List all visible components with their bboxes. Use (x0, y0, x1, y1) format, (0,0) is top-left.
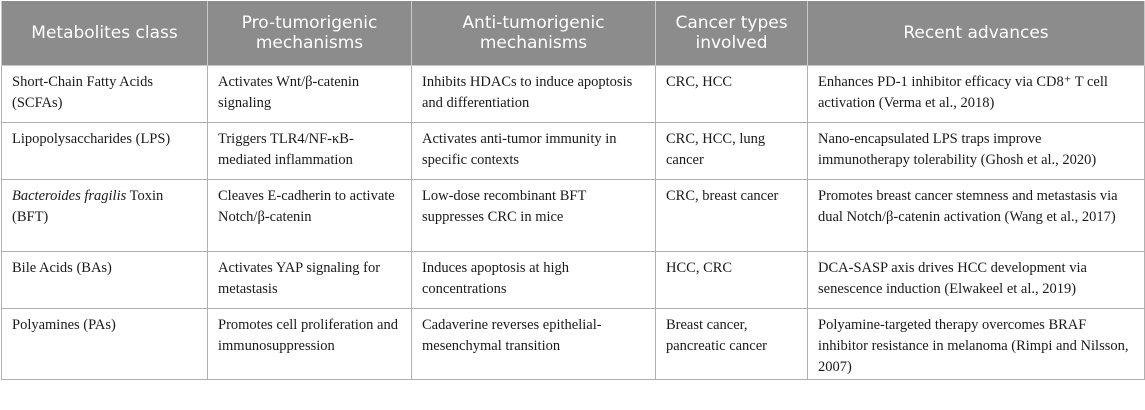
header-metabolites-class: Metabolites class (1, 1, 208, 66)
cell-advances: Nano-encapsulated LPS traps improve immu… (807, 122, 1145, 180)
header-cancer-types: Cancer types involved (655, 1, 808, 66)
table-row: Bile Acids (BAs) Activates YAP signaling… (1, 251, 1145, 309)
cell-pro: Promotes cell proliferation and immunosu… (207, 308, 412, 380)
cell-cancers: HCC, CRC (655, 251, 808, 309)
cell-advances: DCA-SASP axis drives HCC development via… (807, 251, 1145, 309)
cell-cancers: CRC, HCC (655, 65, 808, 123)
cell-pro: Triggers TLR4/NF-κB-mediated inflammatio… (207, 122, 412, 180)
cell-metabolite: Lipopolysaccharides (LPS) (1, 122, 208, 180)
cell-cancers: CRC, breast cancer (655, 179, 808, 252)
table-row: Lipopolysaccharides (LPS) Triggers TLR4/… (1, 122, 1145, 180)
table-row: Bacteroides fragilis Toxin (BFT) Cleaves… (1, 179, 1145, 252)
metabolite-name-rest: Toxin (BFT) (12, 188, 164, 225)
cell-advances: Polyamine-targeted therapy overcomes BRA… (807, 308, 1145, 380)
cell-anti: Activates anti-tumor immunity in specifi… (411, 122, 656, 180)
header-row: Metabolites class Pro-tumorigenic mechan… (1, 1, 1145, 66)
cell-metabolite: Bacteroides fragilis Toxin (BFT) (1, 179, 208, 252)
table-row: Polyamines (PAs) Promotes cell prolifera… (1, 308, 1145, 380)
cell-metabolite: Short-Chain Fatty Acids (SCFAs) (1, 65, 208, 123)
cell-pro: Cleaves E-cadherin to activate Notch/β-c… (207, 179, 412, 252)
cell-pro: Activates YAP signaling for metastasis (207, 251, 412, 309)
cell-anti: Inhibits HDACs to induce apoptosis and d… (411, 65, 656, 123)
cell-metabolite: Polyamines (PAs) (1, 308, 208, 380)
header-anti-tumorigenic: Anti-tumorigenic mechanisms (411, 1, 656, 66)
table-row: Short-Chain Fatty Acids (SCFAs) Activate… (1, 65, 1145, 123)
header-recent-advances: Recent advances (807, 1, 1145, 66)
cell-pro: Activates Wnt/β-catenin signaling (207, 65, 412, 123)
cell-anti: Low-dose recombinant BFT suppresses CRC … (411, 179, 656, 252)
cell-advances: Promotes breast cancer stemness and meta… (807, 179, 1145, 252)
cell-anti: Induces apoptosis at high concentrations (411, 251, 656, 309)
cell-cancers: Breast cancer, pancreatic cancer (655, 308, 808, 380)
cell-anti: Cadaverine reverses epithelial-mesenchym… (411, 308, 656, 380)
metabolites-table: Metabolites class Pro-tumorigenic mechan… (1, 1, 1145, 380)
cell-metabolite: Bile Acids (BAs) (1, 251, 208, 309)
metabolite-italic-name: Bacteroides fragilis (12, 188, 127, 204)
header-pro-tumorigenic: Pro-tumorigenic mechanisms (207, 1, 412, 66)
cell-cancers: CRC, HCC, lung cancer (655, 122, 808, 180)
cell-advances: Enhances PD-1 inhibitor efficacy via CD8… (807, 65, 1145, 123)
